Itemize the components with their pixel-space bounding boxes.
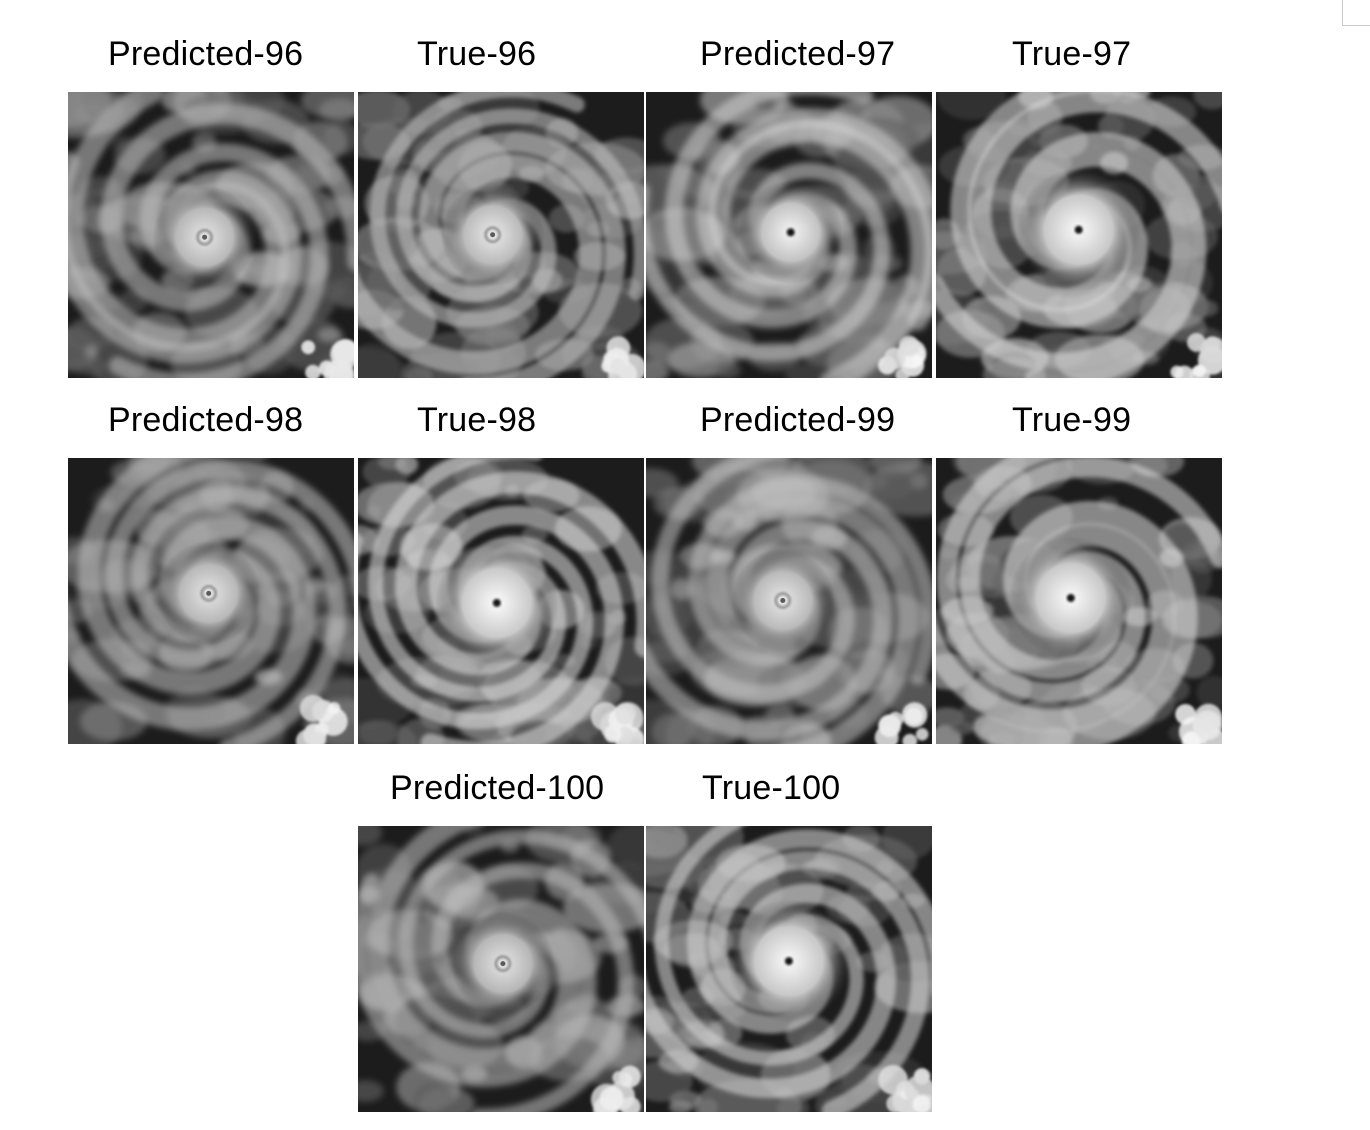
panel-title: True-97: [1012, 35, 1132, 73]
satellite-image: [646, 458, 932, 744]
panel-title: True-98: [417, 401, 537, 439]
satellite-image: [358, 826, 644, 1112]
satellite-image: [936, 458, 1222, 744]
panel-title: Predicted-97: [700, 35, 896, 73]
panel-title: Predicted-96: [108, 35, 304, 73]
panel-title: Predicted-99: [700, 401, 896, 439]
window-corner-mark: [1342, 0, 1370, 26]
panel-title: True-100: [702, 769, 841, 807]
satellite-image: [646, 826, 932, 1112]
panel-title: Predicted-98: [108, 401, 304, 439]
satellite-image: [646, 92, 932, 378]
panel-title: True-99: [1012, 401, 1132, 439]
panel-title: True-96: [417, 35, 537, 73]
satellite-image: [68, 458, 354, 744]
satellite-image: [358, 92, 644, 378]
satellite-image: [68, 92, 354, 378]
satellite-image: [358, 458, 644, 744]
satellite-image: [936, 92, 1222, 378]
panel-title: Predicted-100: [390, 769, 605, 807]
